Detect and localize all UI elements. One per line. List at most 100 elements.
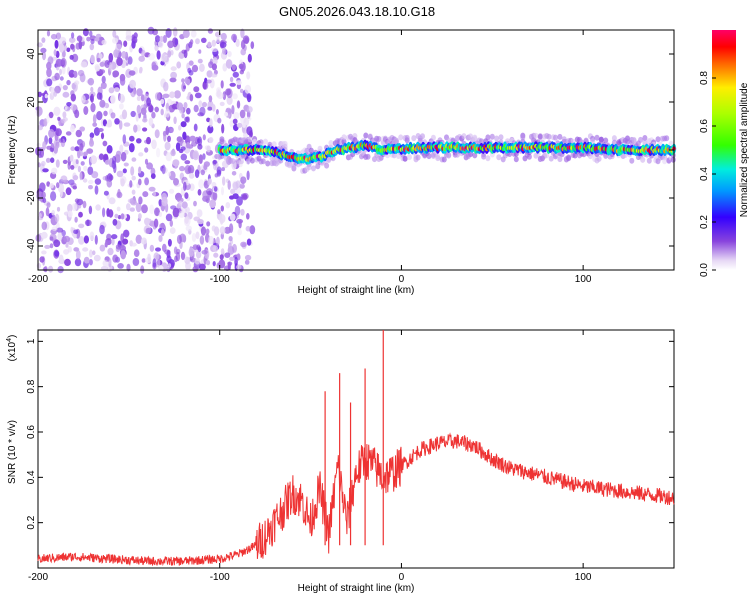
noise-cell	[154, 92, 161, 101]
noise-cell	[146, 162, 154, 170]
noise-cell	[73, 232, 77, 239]
noise-cell	[108, 87, 115, 94]
noise-cell	[170, 71, 178, 79]
noise-cell	[219, 101, 225, 107]
noise-cell	[54, 250, 60, 257]
noise-cell	[215, 109, 219, 115]
halo-cell	[494, 135, 500, 142]
halo-cell	[662, 158, 668, 165]
noise-cell	[78, 40, 83, 50]
noise-cell	[70, 93, 77, 102]
noise-cell	[89, 30, 93, 37]
noise-cell	[89, 139, 94, 147]
noise-cell	[234, 205, 241, 216]
noise-cell	[189, 39, 194, 45]
halo-cell	[430, 134, 436, 141]
noise-cell	[197, 219, 204, 225]
noise-cell	[70, 182, 77, 188]
noise-cell	[218, 214, 226, 224]
noise-cell	[47, 56, 54, 65]
noise-cell	[220, 205, 224, 212]
noise-cell	[151, 111, 156, 119]
noise-cell	[240, 208, 245, 216]
noise-cell	[107, 247, 114, 256]
noise-cell	[184, 216, 189, 224]
noise-cell	[190, 30, 197, 38]
snr-spikes	[324, 330, 384, 546]
noise-cell	[49, 236, 54, 241]
noise-cell	[178, 200, 183, 206]
noise-cell	[120, 151, 127, 162]
y-tick-label: 0	[26, 147, 37, 153]
noise-cell	[86, 148, 94, 154]
noise-cell	[220, 32, 227, 41]
noise-cell	[193, 123, 198, 132]
noise-cell	[214, 226, 220, 236]
noise-cell	[242, 133, 248, 138]
noise-cell	[185, 206, 190, 214]
noise-cell	[231, 33, 238, 42]
noise-cell	[70, 43, 75, 50]
noise-cell	[167, 238, 172, 247]
noise-cell	[62, 85, 68, 91]
noise-cell	[184, 160, 191, 165]
noise-cell	[220, 41, 227, 49]
noise-cell	[227, 261, 231, 271]
noise-cell	[113, 87, 120, 93]
noise-cell	[38, 212, 42, 219]
noise-cell	[174, 90, 181, 99]
noise-cell	[212, 191, 218, 202]
noise-cell	[200, 169, 205, 176]
noise-cell	[170, 128, 174, 133]
noise-cell	[127, 56, 133, 65]
noise-cell	[56, 182, 60, 189]
noise-cell	[138, 213, 142, 220]
colorbar-tick-label: 0.6	[699, 119, 710, 133]
noise-cell	[145, 227, 152, 234]
noise-cell	[139, 68, 143, 74]
noise-cell	[45, 207, 50, 217]
noise-cell	[232, 118, 238, 125]
noise-cell	[72, 175, 79, 181]
noise-cell	[169, 77, 177, 83]
noise-cell	[249, 225, 256, 235]
noise-cell	[83, 256, 90, 264]
noise-cell	[78, 211, 83, 218]
noise-cell	[212, 57, 218, 65]
halo-cell	[478, 138, 484, 145]
noise-cell	[180, 251, 186, 261]
halo-cell	[629, 157, 635, 164]
noise-cell	[246, 170, 250, 181]
noise-cell	[55, 128, 62, 137]
noise-cell	[140, 94, 145, 102]
noise-cell	[202, 81, 209, 90]
noise-cell	[59, 43, 65, 53]
noise-cell	[194, 169, 200, 179]
noise-cell	[129, 135, 135, 142]
noise-cell	[81, 95, 86, 104]
noise-cell	[62, 111, 67, 119]
noise-cell	[207, 106, 213, 111]
noise-cell	[196, 244, 201, 251]
noise-cell	[203, 164, 208, 171]
noise-cell	[207, 41, 212, 48]
noise-cell	[41, 37, 46, 43]
noise-cell	[220, 248, 225, 254]
noise-cell	[247, 106, 253, 113]
noise-cell	[78, 223, 85, 229]
noise-cell	[80, 161, 85, 166]
noise-cell	[162, 35, 167, 43]
noise-cell	[176, 102, 184, 111]
noise-cell	[234, 256, 238, 267]
noise-cell	[195, 38, 200, 45]
noise-cell	[59, 68, 62, 76]
halo-cell	[655, 136, 661, 143]
noise-cell	[152, 258, 157, 268]
noise-cell	[86, 219, 90, 227]
colorbar: 0.0 0.2 0.4 0.6 0.8 Normalized spectral ampl…	[699, 30, 750, 277]
noise-cell	[197, 138, 201, 144]
halo-cell	[670, 156, 676, 163]
noise-cell	[240, 88, 244, 94]
